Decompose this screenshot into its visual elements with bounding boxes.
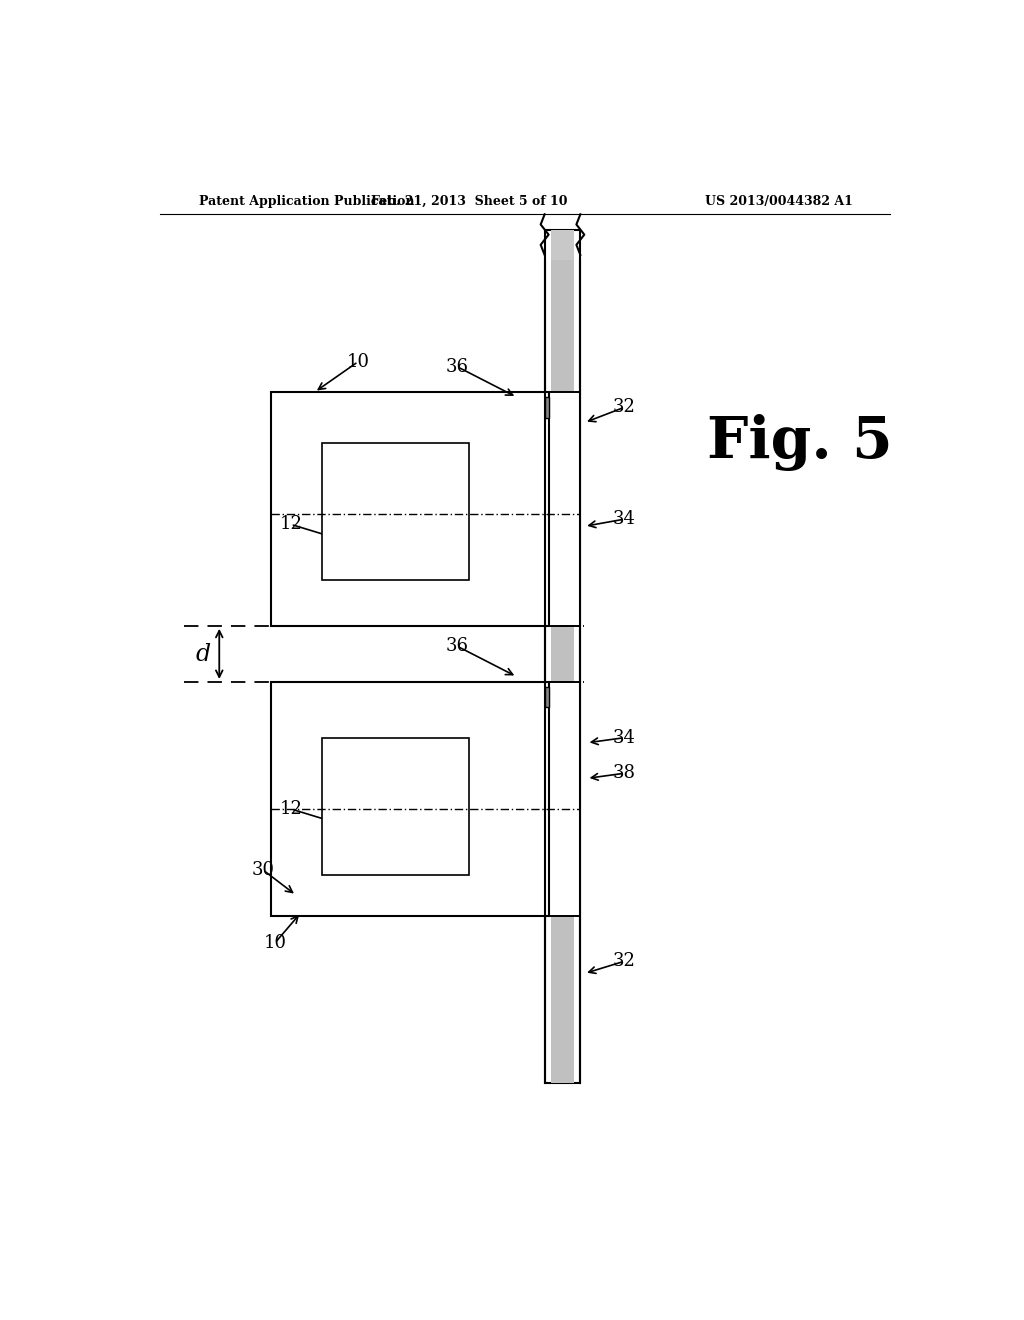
Text: 36: 36 xyxy=(445,638,469,655)
Text: 12: 12 xyxy=(280,515,302,533)
Bar xyxy=(551,916,574,1084)
Bar xyxy=(545,392,581,626)
Bar xyxy=(323,444,469,581)
Bar xyxy=(545,230,581,1084)
Text: 10: 10 xyxy=(347,352,370,371)
Text: 30: 30 xyxy=(252,861,274,879)
Text: 34: 34 xyxy=(612,729,636,747)
Text: 32: 32 xyxy=(612,399,636,416)
Text: 38: 38 xyxy=(612,764,636,783)
Text: 34: 34 xyxy=(612,511,636,528)
Bar xyxy=(270,392,549,626)
Text: Feb. 21, 2013  Sheet 5 of 10: Feb. 21, 2013 Sheet 5 of 10 xyxy=(371,194,567,207)
Text: 32: 32 xyxy=(612,952,636,970)
Text: 10: 10 xyxy=(263,935,287,952)
Text: 12: 12 xyxy=(280,800,302,818)
Bar xyxy=(551,626,574,682)
Bar xyxy=(545,397,549,417)
Bar xyxy=(545,682,581,916)
Text: d: d xyxy=(196,643,211,665)
Bar xyxy=(323,738,469,875)
Bar xyxy=(545,686,549,708)
Text: Patent Application Publication: Patent Application Publication xyxy=(200,194,415,207)
Bar xyxy=(270,682,549,916)
Text: US 2013/0044382 A1: US 2013/0044382 A1 xyxy=(705,194,853,207)
Bar xyxy=(551,260,574,392)
Text: Fig. 5: Fig. 5 xyxy=(708,414,893,471)
Bar xyxy=(551,230,574,1084)
Text: 36: 36 xyxy=(445,358,469,376)
